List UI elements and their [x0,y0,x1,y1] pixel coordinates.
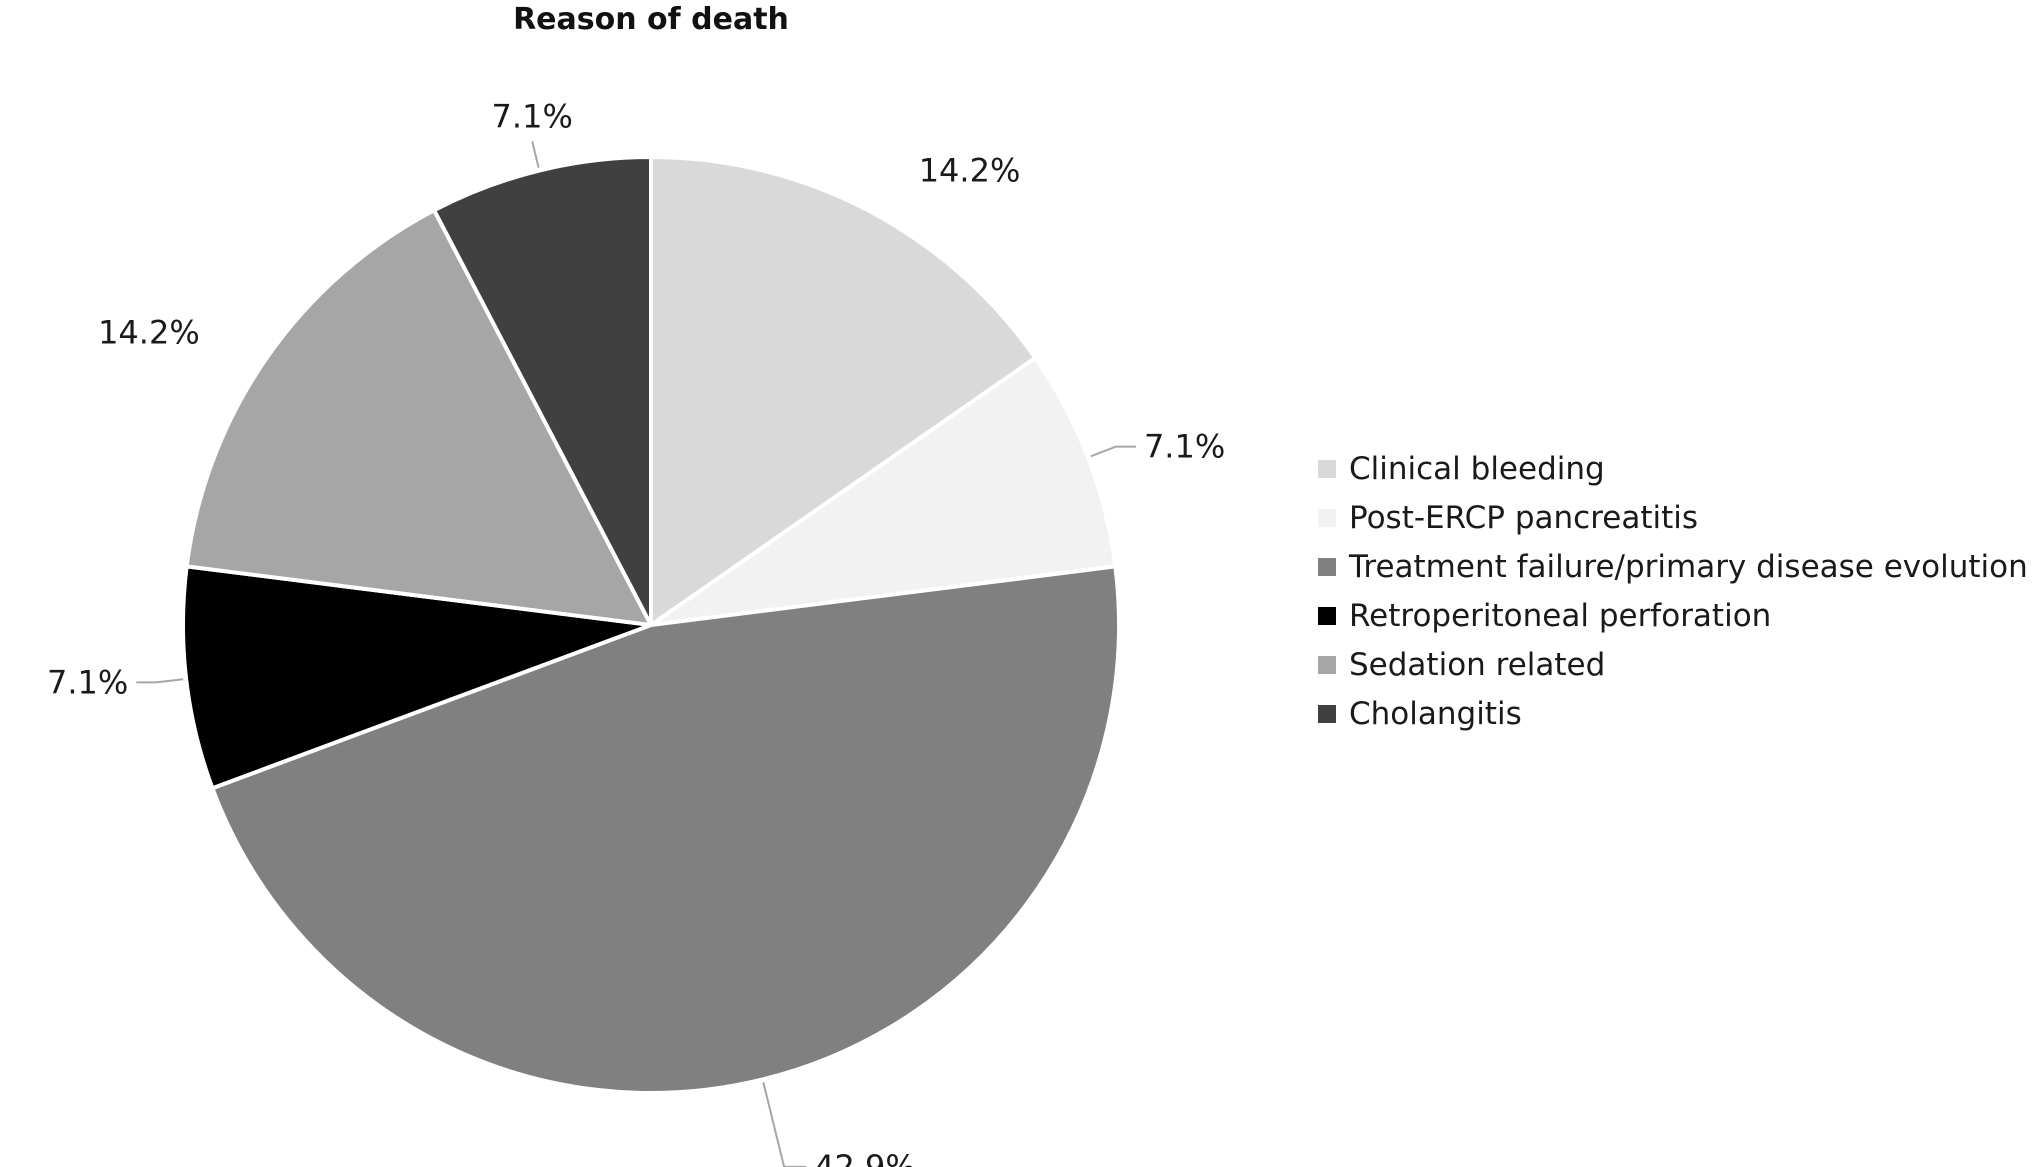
legend-swatch [1318,557,1336,576]
legend-label: Sedation related [1349,646,1606,683]
legend-label: Treatment failure/primary disease evolut… [1349,548,2028,585]
legend-item: Sedation related [1318,640,2028,689]
legend-label: Post-ERCP pancreatitis [1349,499,1699,536]
leader-line-3 [762,1082,807,1167]
data-label-6: 7.1% [492,97,573,135]
pie-slice-3 [210,564,1121,1095]
legend-swatch [1318,655,1336,674]
leader-line-2 [1090,445,1136,458]
chart-title: Reason of death [513,2,789,37]
pie-slices [181,155,1121,1095]
legend-swatch [1318,606,1336,625]
legend-swatch [1318,459,1336,478]
legend-item: Post-ERCP pancreatitis [1318,493,2028,542]
pie-slice-4 [181,564,653,791]
legend-label: Clinical bleeding [1349,450,1605,487]
legend-label: Cholangitis [1349,695,1522,732]
pie-slice-2 [649,355,1118,627]
legend-swatch [1318,508,1336,527]
pie-slice-1 [649,155,1038,627]
data-label-2: 7.1% [1144,428,1225,466]
data-labels: 14.2% 7.1% 42.9% 7.1% 14.2% 7.1% [47,97,1225,1167]
data-label-5: 14.2% [98,313,200,351]
data-label-3: 42.9% [814,1148,916,1167]
leader-line-6 [531,141,540,168]
legend-item: Clinical bleeding [1318,444,2028,493]
legend-item: Retroperitoneal perforation [1318,591,2028,640]
data-label-4: 7.1% [47,663,128,701]
pie-slice-5 [184,208,653,627]
legend-label: Retroperitoneal perforation [1349,597,1772,634]
legend: Clinical bleeding Post-ERCP pancreatitis T… [1318,444,2028,738]
pie-slice-6 [432,155,653,627]
legend-item: Cholangitis [1318,689,2028,738]
leader-line-4 [136,678,184,684]
legend-swatch [1318,704,1336,723]
data-label-1: 14.2% [919,151,1021,189]
legend-item: Treatment failure/primary disease evolut… [1318,542,2028,591]
